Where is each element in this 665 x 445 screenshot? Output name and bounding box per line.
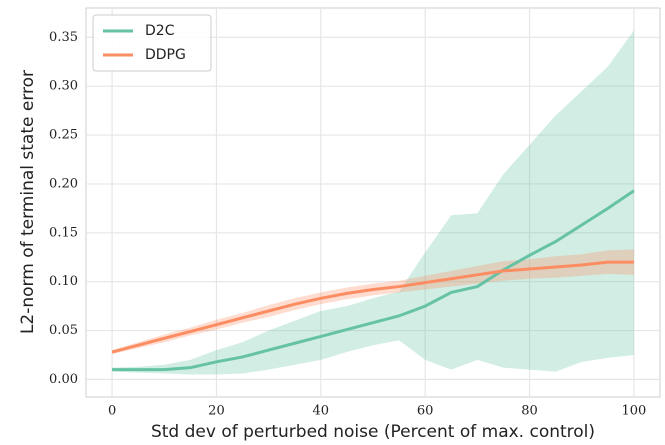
y-tick-label: 0.00 <box>49 372 78 387</box>
y-tick-label: 0.35 <box>49 30 78 45</box>
y-tick-label: 0.05 <box>49 323 78 338</box>
y-tick-label: 0.10 <box>49 274 78 289</box>
x-axis-label: Std dev of perturbed noise (Percent of m… <box>151 422 595 442</box>
grid <box>86 8 660 397</box>
y-tick-label: 0.15 <box>49 225 78 240</box>
x-tick-label: 60 <box>417 404 434 419</box>
y-tick-label: 0.25 <box>49 128 78 143</box>
x-tick-label: 0 <box>108 404 116 419</box>
y-tick-label: 0.30 <box>49 79 78 94</box>
line <box>111 260 634 354</box>
y-tick-label: 0.20 <box>49 176 78 191</box>
plot-area <box>85 7 661 398</box>
x-tick-label: 20 <box>208 404 225 419</box>
x-tick-label: 80 <box>521 404 538 419</box>
legend-label: D2C <box>145 23 175 39</box>
legend-label: DDPG <box>145 47 186 63</box>
x-tick-label: 100 <box>621 404 646 419</box>
legend-box <box>92 14 212 72</box>
error-band <box>112 249 634 354</box>
x-tick-label: 40 <box>313 404 330 419</box>
error-band <box>112 30 634 375</box>
line <box>112 189 635 372</box>
y-axis-label: L2-norm of terminal state error <box>18 70 38 334</box>
